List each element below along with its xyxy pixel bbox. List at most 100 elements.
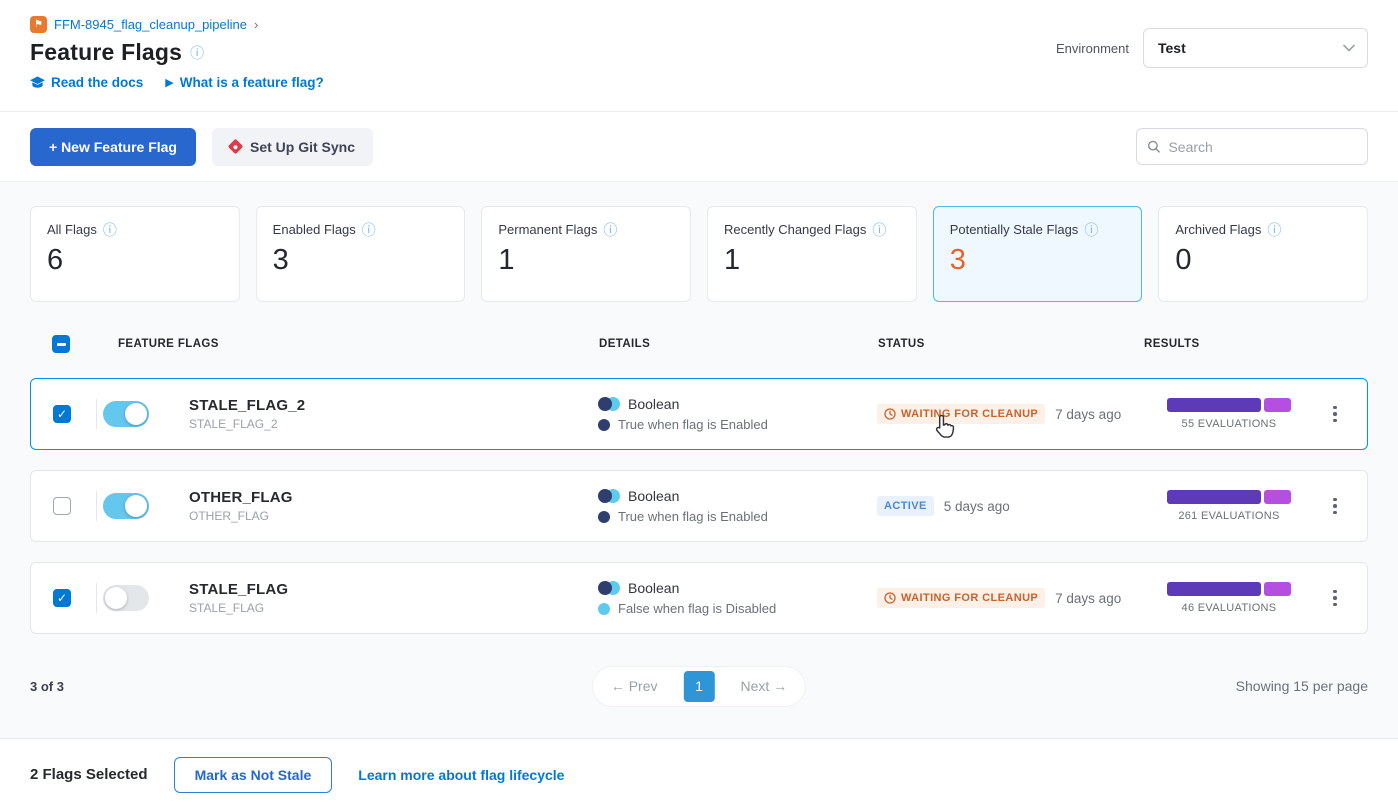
flag-identifier: STALE_FLAG_2 bbox=[189, 417, 278, 431]
next-page-button[interactable]: Next → bbox=[740, 678, 788, 694]
selected-count-label: 2 Flags Selected bbox=[30, 766, 148, 783]
row-menu-icon[interactable] bbox=[1315, 400, 1355, 429]
toggle-knob bbox=[125, 495, 147, 517]
evaluations-count: 55 EVALUATIONS bbox=[1181, 418, 1277, 430]
stat-card-recently-changed-flags[interactable]: Recently Changed Flags ⓘ 1 bbox=[707, 206, 917, 302]
stat-label: Recently Changed Flags bbox=[724, 222, 867, 237]
new-feature-flag-button[interactable]: + New Feature Flag bbox=[30, 127, 196, 166]
boolean-type-icon bbox=[598, 581, 620, 595]
info-icon[interactable]: ⓘ bbox=[361, 221, 376, 238]
last-changed: 5 days ago bbox=[943, 498, 1010, 514]
stat-label: Potentially Stale Flags bbox=[949, 222, 1079, 237]
page-1-button[interactable]: 1 bbox=[683, 670, 715, 702]
flag-toggle[interactable] bbox=[103, 401, 149, 427]
environment-dropdown[interactable]: Test bbox=[1143, 28, 1368, 68]
row-checkbox[interactable] bbox=[53, 405, 71, 423]
mark-not-stale-button[interactable]: Mark as Not Stale bbox=[173, 756, 333, 793]
docs-icon bbox=[30, 75, 45, 88]
evaluations-bar-false-segment bbox=[1264, 398, 1291, 412]
prev-page-button[interactable]: ← Prev bbox=[610, 678, 658, 694]
column-feature-flags: FEATURE FLAGS bbox=[118, 338, 219, 350]
table-row[interactable]: STALE_FLAG STALE_FLAG Boolean False when… bbox=[30, 562, 1368, 634]
stat-label: Permanent Flags bbox=[498, 222, 598, 237]
clock-icon bbox=[884, 408, 896, 420]
stat-label: All Flags bbox=[47, 222, 97, 237]
main-content: All Flags ⓘ 6 Enabled Flags ⓘ 3 Permanent … bbox=[0, 182, 1398, 738]
flag-type: Boolean bbox=[628, 580, 680, 596]
flag-variation: True when flag is Enabled bbox=[618, 417, 768, 432]
stat-card-all-flags[interactable]: All Flags ⓘ 6 bbox=[30, 206, 240, 302]
info-icon[interactable]: ⓘ bbox=[1084, 221, 1099, 238]
page-size-label: Showing 15 per page bbox=[1235, 678, 1368, 694]
stat-label: Enabled Flags bbox=[272, 222, 356, 237]
status-badge[interactable]: ACTIVE bbox=[877, 496, 934, 516]
stat-value: 1 bbox=[498, 244, 515, 276]
info-icon[interactable]: ⓘ bbox=[603, 221, 618, 238]
breadcrumb-chevron-icon: › bbox=[253, 17, 259, 32]
toolbar: + New Feature Flag Set Up Git Sync bbox=[0, 112, 1398, 182]
stat-card-archived-flags[interactable]: Archived Flags ⓘ 0 bbox=[1158, 206, 1369, 302]
evaluations-bar-true-segment bbox=[1167, 582, 1261, 596]
table-row[interactable]: OTHER_FLAG OTHER_FLAG Boolean True when … bbox=[30, 470, 1368, 542]
read-docs-link[interactable]: Read the docs bbox=[30, 75, 143, 90]
last-changed: 7 days ago bbox=[1055, 406, 1122, 422]
status-badge[interactable]: WAITING FOR CLEANUP bbox=[877, 588, 1046, 608]
search-input[interactable] bbox=[1168, 138, 1357, 155]
row-menu-icon[interactable] bbox=[1315, 584, 1355, 613]
row-divider bbox=[95, 491, 97, 521]
what-is-flag-label: What is a feature flag? bbox=[179, 75, 324, 90]
what-is-flag-link[interactable]: ▶ What is a feature flag? bbox=[165, 75, 324, 90]
stat-value: 6 bbox=[47, 244, 64, 276]
flag-name[interactable]: STALE_FLAG_2 bbox=[189, 397, 306, 414]
boolean-type-icon bbox=[598, 397, 620, 411]
environment-label: Environment bbox=[1056, 40, 1129, 56]
info-icon[interactable]: ⓘ bbox=[102, 221, 117, 238]
stat-card-potentially-stale-flags[interactable]: Potentially Stale Flags ⓘ 3 bbox=[932, 206, 1143, 302]
play-icon: ▶ bbox=[165, 77, 174, 89]
breadcrumb-project-link[interactable]: FFM-8945_flag_cleanup_pipeline bbox=[54, 17, 247, 32]
git-sync-label: Set Up Git Sync bbox=[249, 138, 356, 155]
environment-value: Test bbox=[1158, 40, 1186, 56]
flag-lifecycle-link[interactable]: Learn more about flag lifecycle bbox=[358, 766, 565, 783]
info-icon[interactable]: ⓘ bbox=[1267, 221, 1282, 238]
stat-card-enabled-flags[interactable]: Enabled Flags ⓘ 3 bbox=[255, 206, 466, 302]
stat-value: 3 bbox=[949, 244, 966, 276]
table-row[interactable]: STALE_FLAG_2 STALE_FLAG_2 Boolean True w… bbox=[30, 378, 1368, 450]
title-info-icon[interactable]: ⓘ bbox=[190, 44, 205, 61]
flag-list: STALE_FLAG_2 STALE_FLAG_2 Boolean True w… bbox=[30, 378, 1368, 634]
flag-name[interactable]: STALE_FLAG bbox=[189, 581, 289, 598]
stat-card-permanent-flags[interactable]: Permanent Flags ⓘ 1 bbox=[481, 206, 692, 302]
page-title: Feature Flags bbox=[30, 39, 183, 65]
list-footer: 3 of 3 ← Prev 1 Next → Showing 15 per pa… bbox=[30, 666, 1368, 706]
flag-toggle[interactable] bbox=[103, 585, 149, 611]
flag-type: Boolean bbox=[628, 488, 680, 504]
status-label: ACTIVE bbox=[884, 500, 927, 512]
flag-toggle[interactable] bbox=[103, 493, 149, 519]
info-icon[interactable]: ⓘ bbox=[872, 221, 887, 238]
evaluations-bar-true-segment bbox=[1167, 398, 1261, 412]
status-label: WAITING FOR CLEANUP bbox=[901, 408, 1039, 420]
select-all-checkbox[interactable] bbox=[52, 335, 70, 353]
variation-dot-icon bbox=[598, 418, 610, 431]
variation-dot-icon bbox=[598, 510, 610, 523]
table-header: FEATURE FLAGS DETAILS STATUS RESULTS bbox=[30, 332, 1368, 356]
row-checkbox[interactable] bbox=[53, 497, 71, 515]
stats-row: All Flags ⓘ 6 Enabled Flags ⓘ 3 Permanent … bbox=[30, 206, 1369, 302]
flag-variation: False when flag is Disabled bbox=[618, 601, 777, 616]
flag-name[interactable]: OTHER_FLAG bbox=[189, 489, 293, 506]
row-menu-icon[interactable] bbox=[1315, 492, 1355, 521]
search-icon bbox=[1148, 140, 1160, 153]
stat-value: 3 bbox=[272, 244, 289, 276]
flag-variation: True when flag is Enabled bbox=[618, 509, 768, 524]
read-docs-label: Read the docs bbox=[51, 75, 144, 90]
status-badge[interactable]: WAITING FOR CLEANUP bbox=[877, 404, 1046, 424]
flag-identifier: OTHER_FLAG bbox=[189, 509, 270, 523]
status-label: WAITING FOR CLEANUP bbox=[901, 592, 1039, 604]
clock-icon bbox=[884, 592, 896, 604]
column-details: DETAILS bbox=[599, 338, 651, 350]
row-checkbox[interactable] bbox=[53, 589, 71, 607]
git-sync-button[interactable]: Set Up Git Sync bbox=[211, 127, 374, 166]
search-box[interactable] bbox=[1136, 128, 1368, 165]
stat-label: Archived Flags bbox=[1175, 222, 1262, 237]
